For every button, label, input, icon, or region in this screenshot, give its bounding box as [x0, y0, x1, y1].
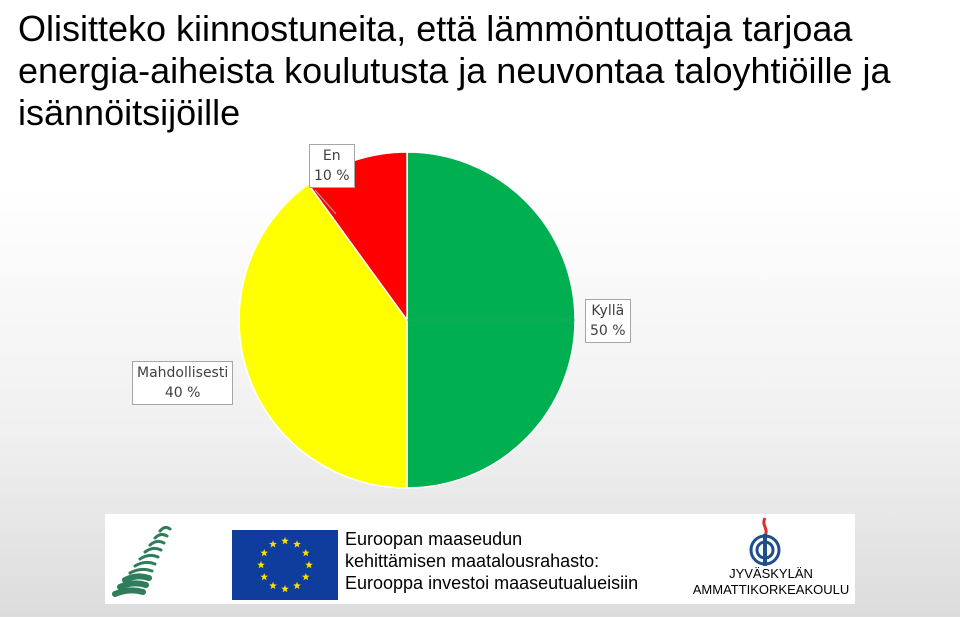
data-label-mahdollisesti-name: Mahdollisesti [137, 365, 229, 381]
eu-text-line-2: kehittämisen maatalousrahasto: [345, 551, 600, 571]
eu-star-icon [257, 561, 265, 569]
data-label-kylla: Kyllä 50 % [585, 299, 631, 343]
leaf-logo-icon [112, 525, 172, 597]
eu-flag-icon [232, 530, 338, 600]
slide-title: Olisitteko kiinnostuneita, että lämmöntu… [18, 8, 948, 134]
leader-line-en [314, 189, 337, 215]
title-line-1: Olisitteko kiinnostuneita, että lämmöntu… [18, 8, 853, 49]
jamk-line-2: AMMATTIKORKEAKOULU [692, 582, 850, 597]
eu-star-icon [269, 540, 277, 548]
data-label-mahdollisesti: Mahdollisesti 40 % [132, 361, 234, 405]
eu-star-icon [260, 573, 269, 581]
eu-star-icon [301, 573, 310, 581]
eu-star-icon [281, 585, 289, 593]
eu-fund-text: Euroopan maaseudun kehittämisen maatalou… [345, 528, 675, 594]
eu-star-icon [293, 540, 301, 548]
eu-star-icon [269, 581, 277, 590]
pie-slice-mahdollisesti [238, 183, 408, 489]
data-label-kylla-name: Kyllä [591, 303, 625, 319]
title-line-3: isännöitsijöille [18, 92, 241, 133]
eu-star-icon [293, 581, 301, 590]
logo-footer: Euroopan maaseudun kehittämisen maatalou… [105, 514, 855, 604]
data-label-en-name: En [322, 148, 341, 164]
eu-star-icon [301, 549, 310, 557]
jamk-emblem-icon [749, 517, 781, 566]
jamk-line-1: JYVÄSKYLÄN [729, 566, 813, 581]
eu-star-icon [260, 549, 269, 557]
eu-star-icon [305, 561, 313, 569]
eu-text-line-1: Euroopan maaseudun [345, 529, 523, 549]
data-label-kylla-value: 50 % [590, 323, 626, 339]
eu-text-line-3: Eurooppa investoi maaseutualueisiin [345, 573, 639, 593]
data-label-en: En 10 % [309, 144, 355, 188]
title-line-2: energia-aiheista koulutusta ja neuvontaa… [18, 50, 891, 91]
jamk-text: JYVÄSKYLÄN AMMATTIKORKEAKOULU [687, 566, 855, 598]
data-label-mahdollisesti-value: 40 % [164, 385, 201, 401]
eu-star-icon [281, 537, 289, 545]
data-label-en-value: 10 % [314, 168, 350, 184]
